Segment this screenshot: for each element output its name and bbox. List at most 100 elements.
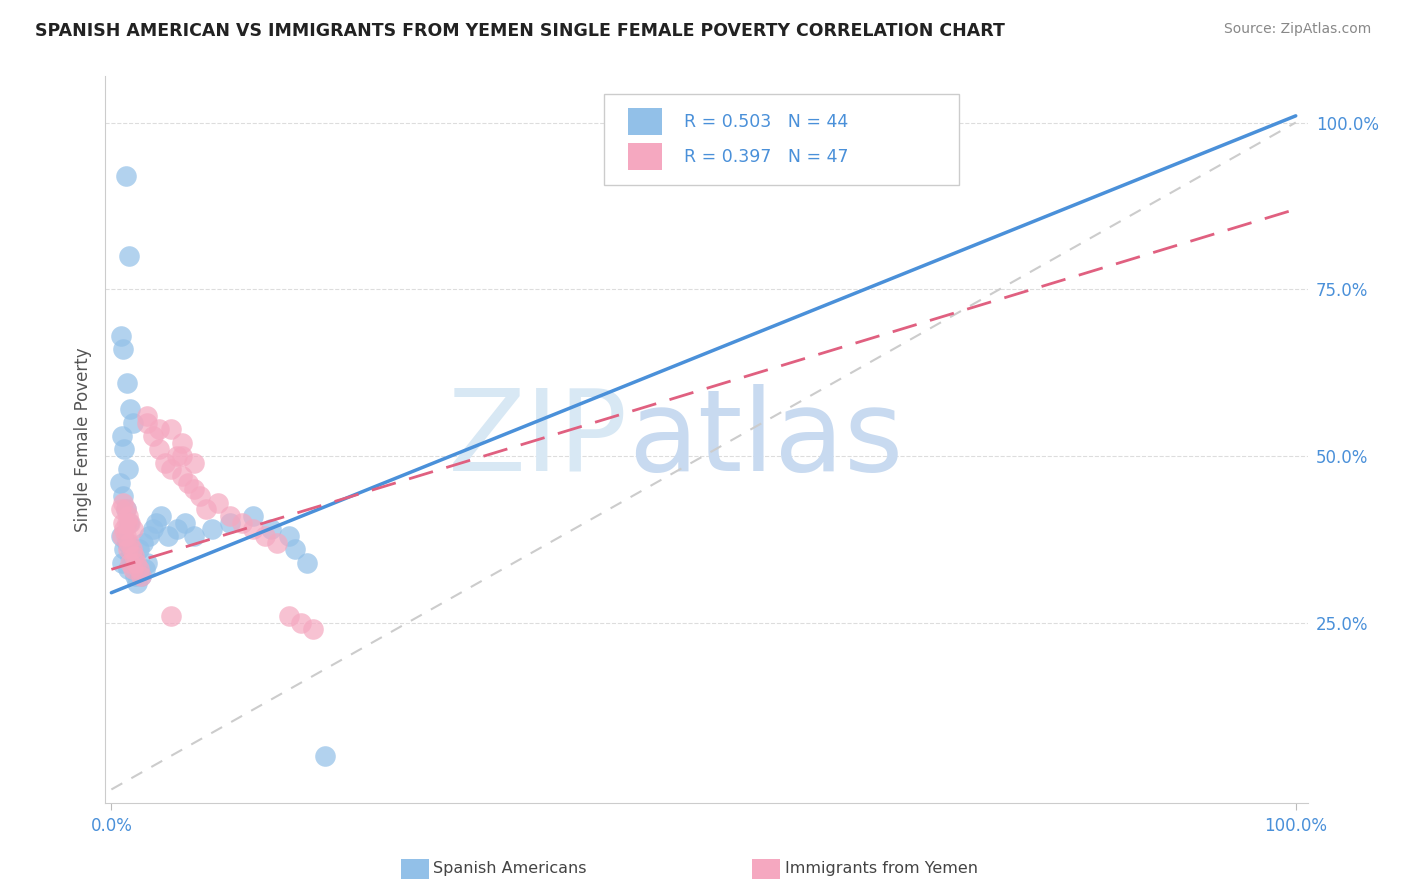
Point (166, 449, 188, 463)
Point (135, 409, 157, 423)
Point (145, 516, 167, 530)
Text: Immigrants from Yemen: Immigrants from Yemen (785, 862, 977, 876)
Point (110, 502, 132, 516)
Point (148, 422, 170, 436)
Point (195, 502, 218, 516)
Point (114, 502, 136, 516)
Point (201, 522, 224, 536)
Point (218, 516, 240, 530)
Point (142, 429, 165, 443)
Point (134, 562, 156, 576)
Point (117, 508, 139, 523)
Point (122, 549, 145, 563)
Point (166, 522, 188, 536)
Point (125, 556, 148, 570)
Text: Spanish Americans: Spanish Americans (433, 862, 586, 876)
Point (218, 508, 240, 523)
Point (117, 462, 139, 476)
Point (112, 516, 135, 530)
Bar (628, 108, 662, 136)
Point (284, 542, 307, 557)
Point (183, 483, 205, 497)
Point (115, 516, 138, 530)
Point (110, 329, 132, 343)
FancyBboxPatch shape (605, 94, 959, 185)
Text: ZIP: ZIP (449, 384, 628, 495)
Text: SPANISH AMERICAN VS IMMIGRANTS FROM YEMEN SINGLE FEMALE POVERTY CORRELATION CHAR: SPANISH AMERICAN VS IMMIGRANTS FROM YEME… (35, 22, 1005, 40)
Point (231, 516, 253, 530)
Point (118, 516, 141, 530)
Point (207, 496, 229, 510)
Point (121, 562, 143, 576)
Point (127, 575, 149, 590)
Point (120, 549, 142, 563)
Point (112, 496, 135, 510)
Point (135, 556, 157, 570)
Point (114, 529, 136, 543)
Point (159, 422, 181, 436)
Point (188, 489, 211, 503)
Point (120, 402, 142, 417)
Point (242, 508, 264, 523)
Point (128, 542, 150, 557)
Point (121, 542, 143, 557)
Point (117, 562, 139, 576)
Text: Source: ZipAtlas.com: Source: ZipAtlas.com (1223, 22, 1371, 37)
Point (159, 609, 181, 624)
Point (112, 489, 135, 503)
Point (183, 529, 205, 543)
Point (150, 508, 173, 523)
Point (157, 529, 180, 543)
Point (153, 456, 176, 470)
Point (120, 556, 142, 570)
Y-axis label: Single Female Poverty: Single Female Poverty (73, 347, 91, 532)
Point (132, 535, 155, 549)
Text: R = 0.397   N = 47: R = 0.397 N = 47 (683, 147, 848, 166)
Text: atlas: atlas (628, 384, 904, 495)
Point (295, 556, 318, 570)
Point (148, 442, 170, 457)
Point (260, 522, 283, 536)
Point (121, 416, 143, 430)
Point (112, 442, 135, 457)
Point (314, 749, 336, 764)
Point (172, 435, 194, 450)
Point (117, 542, 139, 557)
Point (128, 562, 150, 576)
Point (115, 535, 138, 549)
Point (129, 569, 152, 583)
Bar (628, 143, 662, 170)
Point (112, 343, 135, 357)
Point (138, 529, 160, 543)
Point (118, 249, 141, 263)
Point (301, 623, 323, 637)
Point (114, 502, 136, 516)
Point (124, 569, 146, 583)
Point (112, 522, 135, 536)
Point (254, 529, 277, 543)
Point (142, 522, 165, 536)
Text: R = 0.503   N = 44: R = 0.503 N = 44 (683, 112, 848, 130)
Point (120, 516, 142, 530)
Point (108, 475, 131, 490)
Point (278, 609, 301, 624)
Point (129, 569, 152, 583)
Point (114, 169, 136, 183)
Point (121, 522, 143, 536)
Point (115, 376, 138, 390)
Point (111, 556, 134, 570)
Point (242, 522, 264, 536)
Point (183, 456, 205, 470)
Point (266, 535, 288, 549)
Point (172, 449, 194, 463)
Point (111, 529, 134, 543)
Point (278, 529, 301, 543)
Point (112, 542, 135, 557)
Point (118, 535, 141, 549)
Point (177, 475, 200, 490)
Point (111, 429, 134, 443)
Point (159, 462, 181, 476)
Point (172, 469, 194, 483)
Point (121, 549, 143, 563)
Point (173, 516, 195, 530)
